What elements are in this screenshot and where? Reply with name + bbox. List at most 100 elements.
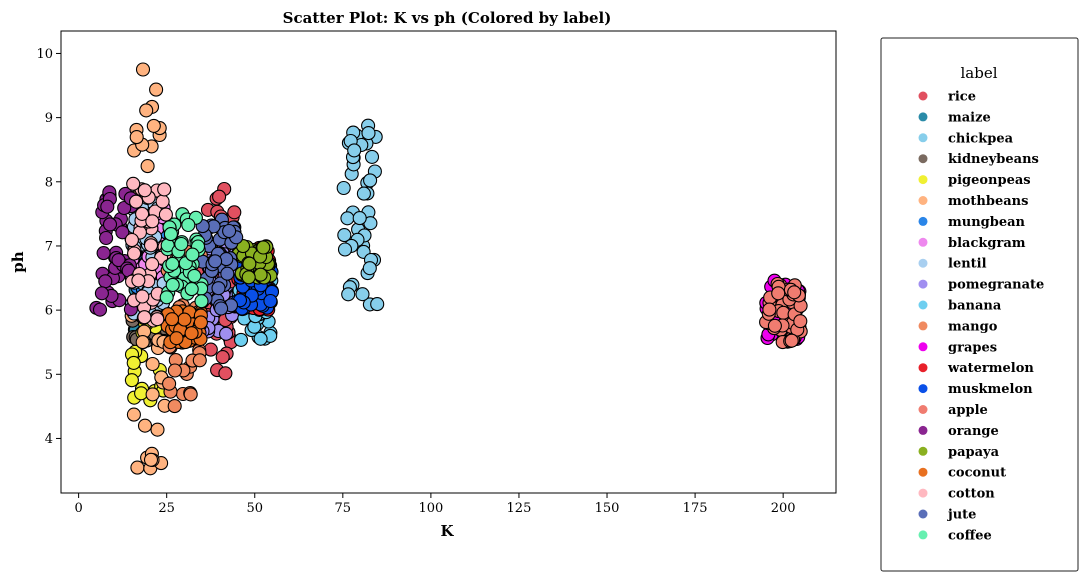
legend-label-orange: orange: [948, 424, 999, 439]
point-apple: [784, 333, 799, 348]
point-chickpea: [362, 261, 377, 276]
point-coconut: [169, 331, 184, 346]
point-cotton: [124, 232, 139, 248]
point-mothbeans: [126, 407, 141, 422]
x-tick-label: 150: [595, 501, 620, 516]
legend-label-rice: rice: [948, 90, 976, 105]
point-mothbeans: [143, 452, 159, 467]
legend-label-mothbeans: mothbeans: [948, 194, 1028, 209]
point-jute: [222, 223, 237, 239]
point-pigeonpeas: [124, 373, 139, 388]
x-tick-label: 0: [74, 501, 82, 516]
legend-label-maize: maize: [948, 110, 991, 125]
x-tick-label: 200: [771, 501, 796, 516]
point-mothbeans: [137, 418, 153, 433]
point-papaya: [253, 267, 268, 282]
point-coffee: [165, 277, 180, 292]
point-mango: [167, 363, 182, 378]
legend-label-pomegranate: pomegranate: [948, 278, 1044, 293]
point-chickpea: [341, 287, 356, 302]
x-axis-ticks: 0 25 50 75 100 125 150 175 200: [74, 493, 796, 516]
legend-label-apple: apple: [948, 403, 988, 418]
point-coconut: [164, 312, 180, 327]
point-coconut: [177, 312, 192, 327]
point-cotton: [135, 206, 150, 221]
legend-label-blackgram: blackgram: [948, 236, 1026, 251]
legend-marker-mango: [918, 321, 928, 331]
point-coffee: [187, 268, 202, 283]
point-orange: [94, 286, 109, 301]
point-coffee: [184, 282, 199, 297]
point-cotton: [126, 176, 141, 191]
point-mothbeans: [145, 387, 160, 402]
point-cotton: [137, 183, 152, 198]
point-cotton: [150, 312, 165, 327]
legend-marker-pigeonpeas: [918, 175, 928, 185]
y-axis-ticks: 4 5 6 7 8 9 10: [36, 47, 61, 447]
legend-label-banana: banana: [948, 299, 1002, 314]
point-coffee: [194, 294, 209, 309]
point-mango: [183, 387, 198, 402]
point-chickpea: [361, 126, 376, 141]
plot-frame: [60, 30, 837, 494]
legend-marker-jute: [918, 509, 928, 519]
legend-label-grapes: grapes: [948, 340, 997, 355]
point-rice: [212, 189, 227, 204]
legend-label-mungbean: mungbean: [948, 215, 1026, 230]
point-mothbeans: [139, 103, 154, 118]
point-orange: [92, 302, 108, 317]
point-chickpea: [337, 228, 352, 243]
point-coffee: [185, 247, 200, 262]
point-pomegranate: [219, 326, 234, 341]
legend-label-pigeonpeas: pigeonpeas: [948, 173, 1031, 188]
point-mothbeans: [135, 335, 150, 350]
x-tick-label: 50: [246, 501, 263, 516]
point-coffee: [159, 290, 174, 305]
legend-marker-grapes: [918, 342, 928, 352]
point-mothbeans: [135, 62, 151, 77]
point-apple: [767, 318, 782, 333]
point-chickpea: [355, 287, 370, 302]
point-chickpea: [336, 180, 351, 196]
point-pigeonpeas: [126, 355, 141, 370]
point-apple: [771, 286, 786, 301]
legend-label-mango: mango: [948, 319, 998, 334]
legend-marker-coconut: [918, 467, 928, 477]
point-banana: [253, 331, 268, 346]
y-tick-label: 10: [36, 47, 53, 62]
point-jute: [214, 301, 229, 316]
legend-marker-coffee: [918, 530, 928, 540]
point-papaya: [241, 270, 256, 285]
x-tick-label: 75: [335, 501, 352, 516]
point-mothbeans: [129, 130, 144, 145]
legend-label-papaya: papaya: [948, 445, 1000, 460]
point-chickpea: [347, 143, 362, 158]
y-axis-label: ph: [9, 251, 27, 272]
legend-label-coffee: coffee: [948, 528, 992, 543]
legend-label-cotton: cotton: [948, 487, 995, 502]
point-papaya: [242, 256, 257, 271]
legend-label-lentil: lentil: [948, 257, 987, 272]
x-tick-label: 175: [683, 501, 708, 516]
point-cotton: [145, 257, 160, 272]
legend-marker-rice: [918, 91, 928, 101]
legend-marker-pomegranate: [918, 279, 928, 289]
point-coffee: [165, 256, 180, 271]
x-axis-label: K: [440, 522, 454, 540]
point-mango: [192, 353, 207, 368]
point-cotton: [155, 194, 170, 209]
point-mothbeans: [145, 356, 160, 372]
point-orange: [117, 200, 132, 216]
point-coconut: [193, 315, 208, 330]
point-jute: [220, 266, 235, 281]
legend-marker-mothbeans: [918, 196, 928, 205]
point-mothbeans: [150, 422, 165, 437]
y-tick-label: 9: [45, 111, 53, 126]
y-tick-label: 6: [45, 304, 53, 319]
legend-label-muskmelon: muskmelon: [948, 382, 1033, 397]
point-rice: [227, 205, 242, 220]
legend-marker-blackgram: [918, 237, 928, 247]
point-chickpea: [363, 173, 378, 188]
point-cotton: [145, 214, 160, 229]
point-cotton: [143, 238, 159, 253]
